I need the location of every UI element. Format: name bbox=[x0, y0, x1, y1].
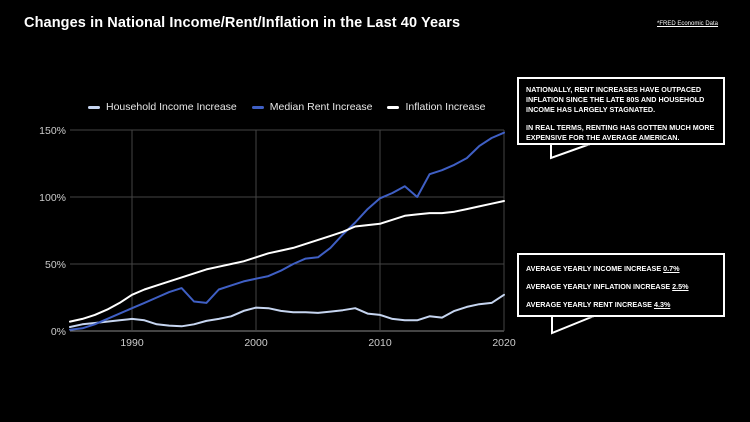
callout-bottom: AVERAGE YEARLY INCOME INCREASE 0.7% AVER… bbox=[517, 253, 725, 317]
chart-lines bbox=[69, 131, 505, 331]
stat-label-inflation: AVERAGE YEARLY INFLATION INCREASE bbox=[526, 281, 671, 291]
source-link[interactable]: *FRED Economic Data bbox=[657, 21, 719, 27]
legend-swatch-inflation bbox=[387, 105, 400, 109]
legend-item-rent: Median Rent Increase bbox=[251, 101, 373, 113]
series-line-rent bbox=[69, 131, 505, 331]
stat-value-inflation: 2.5% bbox=[672, 281, 689, 291]
legend-label-income: Household Income Increase bbox=[106, 101, 237, 113]
stat-label-rent: AVERAGE YEARLY RENT INCREASE bbox=[526, 299, 652, 309]
callout-top-text-2: IN REAL TERMS, RENTING HAS GOTTEN MUCH M… bbox=[526, 122, 715, 142]
legend-label-rent: Median Rent Increase bbox=[269, 101, 373, 113]
legend-item-income: Household Income Increase bbox=[88, 101, 237, 113]
chart-ticks: 0% 50% 100% 150% 1990 2000 2010 2020 bbox=[39, 125, 516, 349]
stat-row-inflation: AVERAGE YEARLY INFLATION INCREASE 2.5% bbox=[526, 282, 716, 292]
chart-title: Changes in National Income/Rent/Inflatio… bbox=[24, 15, 461, 31]
legend-swatch-rent bbox=[251, 105, 264, 109]
series-line-inflation bbox=[69, 200, 505, 323]
callout-bottom-tail bbox=[551, 315, 595, 335]
stat-row-rent: AVERAGE YEARLY RENT INCREASE 4.3% bbox=[526, 300, 716, 310]
x-tick-label: 2000 bbox=[244, 337, 268, 349]
legend-item-inflation: Inflation Increase bbox=[387, 101, 485, 113]
y-tick-label: 150% bbox=[39, 125, 66, 137]
callout-top-tail bbox=[550, 143, 591, 160]
legend-swatch-income bbox=[88, 105, 100, 109]
chart-grid bbox=[70, 129, 505, 332]
x-tick-label: 1990 bbox=[120, 337, 144, 349]
stat-row-income: AVERAGE YEARLY INCOME INCREASE 0.7% bbox=[526, 264, 716, 274]
y-tick-label: 100% bbox=[39, 192, 66, 204]
stat-label-income: AVERAGE YEARLY INCOME INCREASE bbox=[526, 264, 662, 273]
series-line-income bbox=[69, 293, 505, 328]
stat-value-rent: 4.3% bbox=[653, 299, 671, 309]
callout-top-text-1: NATIONALLY, RENT INCREASES HAVE OUTPACED… bbox=[526, 85, 705, 114]
x-tick-label: 2010 bbox=[368, 337, 392, 349]
x-tick-label: 2020 bbox=[492, 337, 516, 349]
y-tick-label: 0% bbox=[51, 326, 66, 338]
y-tick-label: 50% bbox=[45, 259, 66, 271]
chart-legend: Household Income Increase Median Rent In… bbox=[88, 101, 500, 113]
legend-label-inflation: Inflation Increase bbox=[405, 101, 486, 113]
callout-top: NATIONALLY, RENT INCREASES HAVE OUTPACED… bbox=[517, 77, 725, 145]
stat-value-income: 0.7% bbox=[663, 264, 680, 273]
